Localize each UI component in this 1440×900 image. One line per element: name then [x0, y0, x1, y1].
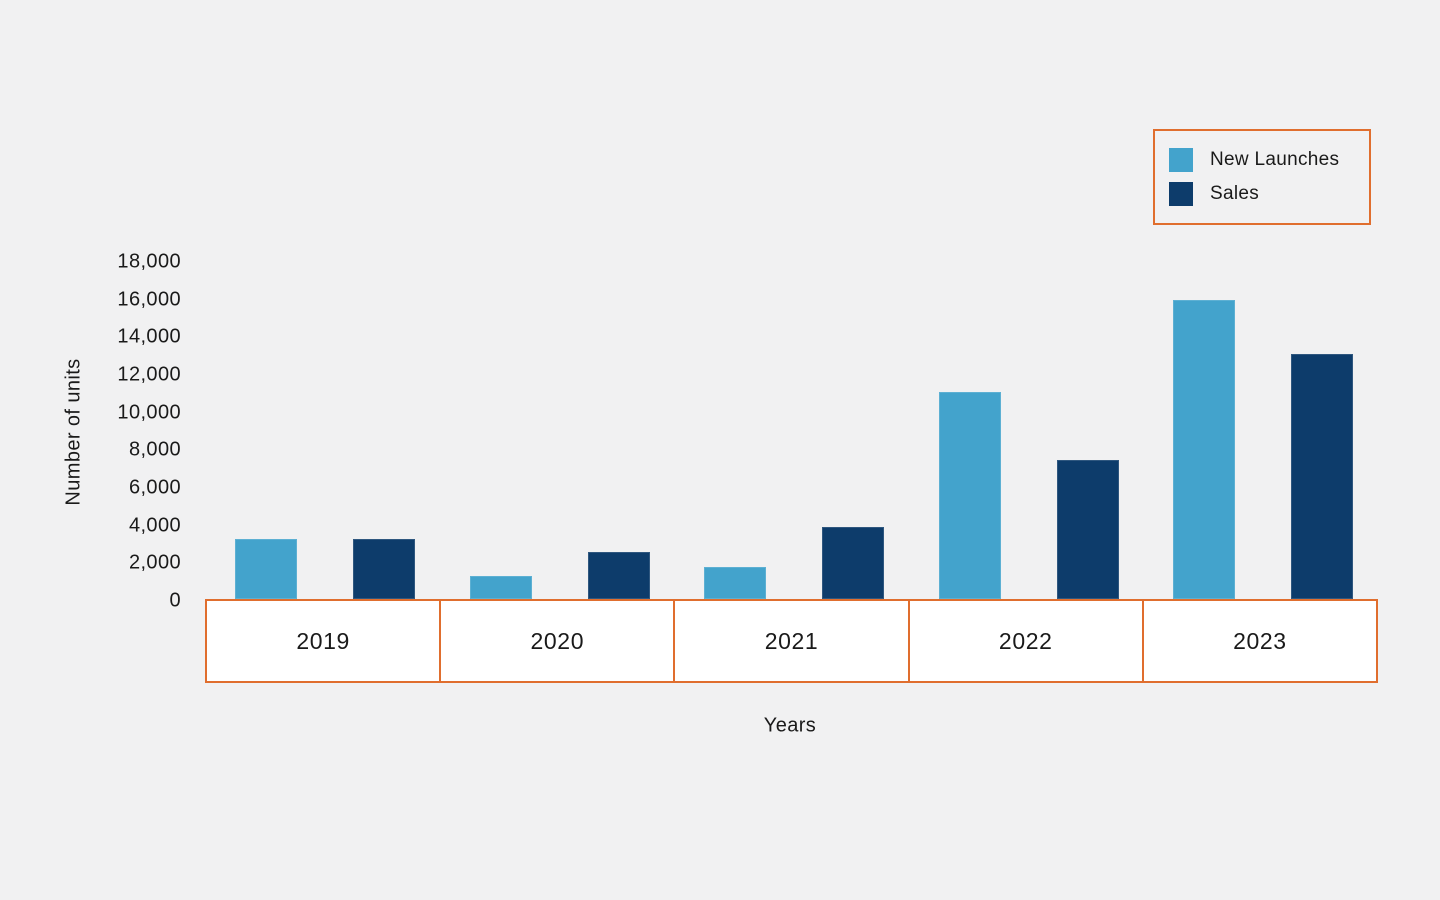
legend-label-sales: Sales [1210, 183, 1260, 205]
bar-new-launches-2023 [1173, 299, 1236, 599]
bar-sales-2020 [587, 551, 650, 599]
x-axis-category-row: 2019 2020 2021 2022 2023 [205, 599, 1378, 683]
legend-swatch-sales-icon [1169, 182, 1193, 207]
y-axis-tick-label: 6,000 [128, 476, 181, 499]
x-axis-category-2019: 2019 [296, 627, 350, 654]
legend: New Launches Sales [1153, 129, 1371, 225]
x-axis-title: Years [763, 714, 817, 737]
plot-area [205, 260, 1378, 599]
y-axis-tick-label: 4,000 [128, 514, 181, 537]
y-axis-tick-label: 8,000 [128, 438, 181, 461]
y-axis-tick-label: 10,000 [117, 401, 181, 424]
legend-item-new-launches: New Launches [1169, 147, 1355, 172]
bar-new-launches-2019 [235, 538, 297, 599]
x-axis-category-2023: 2023 [1141, 601, 1376, 681]
bar-new-launches-2020 [469, 576, 532, 599]
y-axis-tick-label: 18,000 [117, 250, 181, 273]
y-axis-tick-labels: 0 2,000 4,000 6,000 8,000 10,000 12,000 14,000 1… [40, 251, 181, 612]
bar-sales-2022 [1056, 459, 1119, 599]
y-axis-tick-label: 0 [169, 589, 181, 612]
bar-sales-2021 [822, 527, 885, 599]
y-axis-tick-label: 2,000 [128, 551, 181, 574]
y-axis-tick-label: 14,000 [117, 325, 181, 348]
bar-new-launches-2021 [704, 566, 767, 599]
legend-label-new-launches: New Launches [1210, 148, 1340, 170]
bar-sales-2023 [1291, 354, 1354, 599]
bar-sales-2019 [353, 538, 415, 599]
y-axis-tick-label: 12,000 [117, 363, 181, 386]
x-axis-category-2020: 2020 [439, 601, 673, 681]
x-axis-category-2021: 2021 [673, 601, 907, 681]
x-axis-category-2022: 2022 [907, 601, 1142, 681]
bar-new-launches-2022 [938, 391, 1001, 599]
legend-swatch-new-launches-icon [1169, 147, 1193, 172]
y-axis-tick-label: 16,000 [117, 288, 181, 311]
legend-item-sales: Sales [1169, 182, 1355, 207]
